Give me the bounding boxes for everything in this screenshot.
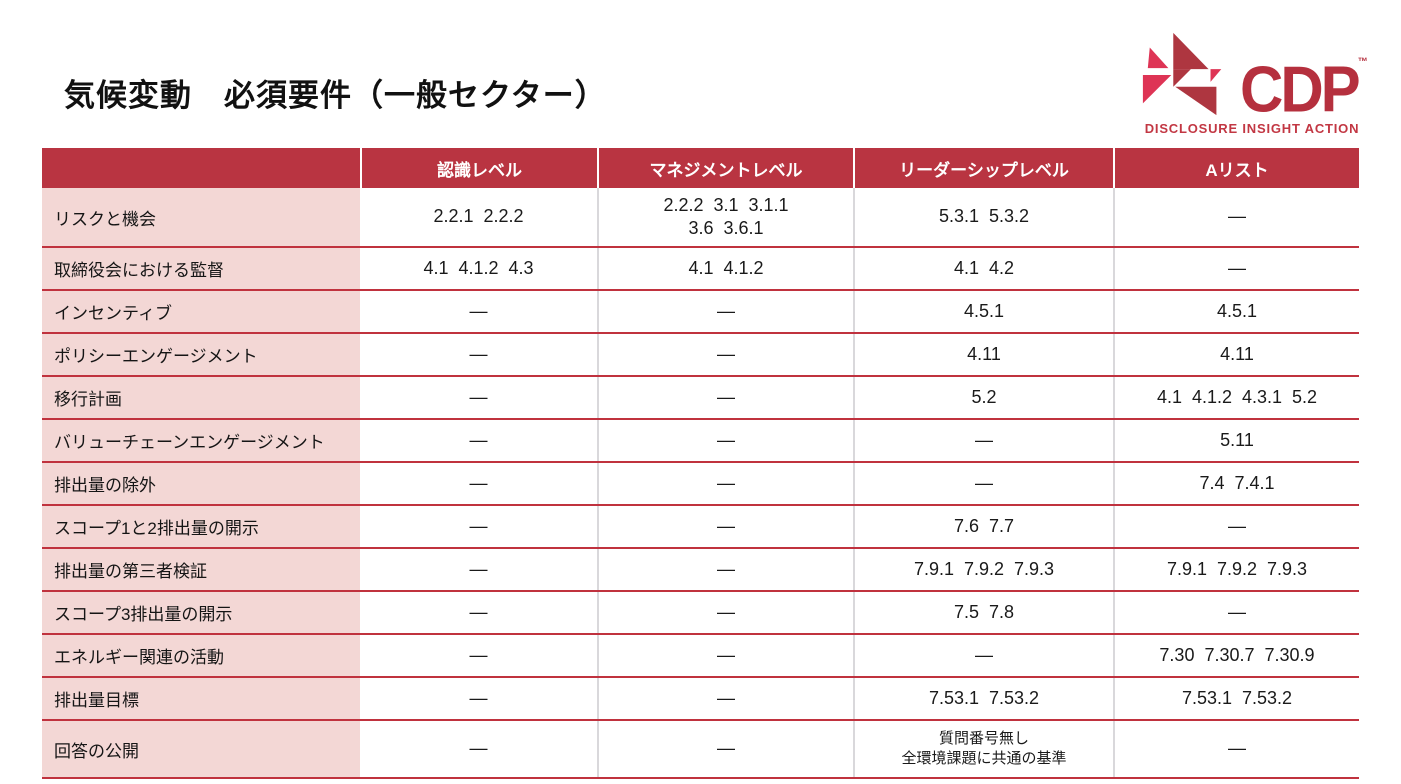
requirement-cell: —	[360, 420, 597, 461]
requirement-cell: —	[1113, 248, 1359, 289]
requirement-cell: —	[360, 291, 597, 332]
column-header-management-level: マネジメントレベル	[597, 148, 853, 188]
table-body: リスクと機会 2.2.1 2.2.2 2.2.2 3.1 3.1.1 3.6 3.6…	[42, 188, 1359, 777]
requirement-cell: 5.11	[1113, 420, 1359, 461]
requirement-cell: —	[853, 463, 1113, 504]
row-label: エネルギー関連の活動	[42, 635, 360, 676]
cdp-tagline: DISCLOSURE INSIGHT ACTION	[1144, 121, 1360, 136]
table-row: 排出量目標 — —7.53.1 7.53.2 7.53.1 7.53.2	[42, 676, 1359, 719]
requirement-cell: —	[360, 678, 597, 719]
requirement-cell: —	[597, 377, 853, 418]
requirement-cell: —	[360, 721, 597, 777]
row-label: 移行計画	[42, 377, 360, 418]
requirement-cell: 4.1 4.2	[853, 248, 1113, 289]
row-label: スコープ1と2排出量の開示	[42, 506, 360, 547]
requirement-cell: —	[597, 721, 853, 777]
requirement-cell: —	[1113, 592, 1359, 633]
requirement-cell: 7.53.1 7.53.2	[853, 678, 1113, 719]
requirement-cell: —	[597, 549, 853, 590]
requirement-cell: 7.30 7.30.7 7.30.9	[1113, 635, 1359, 676]
table-row: エネルギー関連の活動 — — —7.30 7.30.7 7.30.9	[42, 633, 1359, 676]
row-label: 取締役会における監督	[42, 248, 360, 289]
requirement-cell: 7.9.1 7.9.2 7.9.3	[853, 549, 1113, 590]
requirement-cell: —	[597, 678, 853, 719]
column-header-a-list: Aリスト	[1113, 148, 1359, 188]
requirement-cell: 4.1 4.1.2 4.3	[360, 248, 597, 289]
column-header-leadership-level: リーダーシップレベル	[853, 148, 1113, 188]
requirement-cell: 質問番号無し 全環境課題に共通の基準	[853, 721, 1113, 777]
requirement-cell: —	[360, 377, 597, 418]
requirement-cell: —	[360, 592, 597, 633]
column-header-blank	[42, 148, 360, 188]
requirement-cell: —	[1113, 188, 1359, 246]
requirement-cell: 4.5.1	[853, 291, 1113, 332]
page-title: 気候変動 必須要件（一般セクター）	[64, 78, 607, 113]
cdp-logo-top: CDP ™	[1138, 32, 1368, 126]
table-row: スコープ1と2排出量の開示 — —7.6 7.7—	[42, 504, 1359, 547]
table-row: スコープ3排出量の開示 — —7.5 7.8—	[42, 590, 1359, 633]
cdp-wordmark: CDP ™	[1240, 53, 1368, 126]
requirement-cell: —	[597, 291, 853, 332]
requirement-cell: —	[360, 549, 597, 590]
requirement-cell: —	[360, 506, 597, 547]
requirement-cell: —	[597, 420, 853, 461]
requirement-cell: 7.9.1 7.9.2 7.9.3	[1113, 549, 1359, 590]
table-row: 排出量の第三者検証 — —7.9.1 7.9.2 7.9.3 7.9.1 7.9.2 …	[42, 547, 1359, 590]
table-row: インセンティブ — —4.5.1 4.5.1	[42, 289, 1359, 332]
requirement-cell: —	[360, 463, 597, 504]
requirement-cell: —	[853, 420, 1113, 461]
requirement-cell: —	[360, 635, 597, 676]
requirement-cell: 7.6 7.7	[853, 506, 1113, 547]
table-row: ポリシーエンゲージメント — —4.11 4.11	[42, 332, 1359, 375]
row-label: バリューチェーンエンゲージメント	[42, 420, 360, 461]
table-row: リスクと機会 2.2.1 2.2.2 2.2.2 3.1 3.1.1 3.6 3.6…	[42, 188, 1359, 246]
requirement-cell: —	[597, 592, 853, 633]
requirements-table: 認識レベル マネジメントレベル リーダーシップレベル Aリスト リスクと機会 2.…	[42, 148, 1359, 779]
cdp-logo-mark-icon	[1142, 32, 1222, 116]
requirement-cell: 5.3.1 5.3.2	[853, 188, 1113, 246]
cdp-logo: CDP ™ DISCLOSURE INSIGHT ACTION	[1138, 32, 1368, 136]
row-label: 回答の公開	[42, 721, 360, 777]
requirement-cell: —	[1113, 506, 1359, 547]
row-label: インセンティブ	[42, 291, 360, 332]
requirement-cell: 7.5 7.8	[853, 592, 1113, 633]
requirement-cell: 7.53.1 7.53.2	[1113, 678, 1359, 719]
row-label: 排出量の除外	[42, 463, 360, 504]
column-header-recognition-level: 認識レベル	[360, 148, 597, 188]
requirement-cell: —	[597, 463, 853, 504]
row-label: 排出量の第三者検証	[42, 549, 360, 590]
requirement-cell: —	[597, 506, 853, 547]
requirement-cell: 4.1 4.1.2 4.3.1 5.2	[1113, 377, 1359, 418]
requirement-cell: —	[853, 635, 1113, 676]
table-header-row: 認識レベル マネジメントレベル リーダーシップレベル Aリスト	[42, 148, 1359, 188]
requirement-cell: —	[597, 635, 853, 676]
requirement-cell: 7.4 7.4.1	[1113, 463, 1359, 504]
requirement-cell: —	[360, 334, 597, 375]
requirement-cell: 4.1 4.1.2	[597, 248, 853, 289]
requirement-cell: 2.2.1 2.2.2	[360, 188, 597, 246]
requirement-cell: 2.2.2 3.1 3.1.1 3.6 3.6.1	[597, 188, 853, 246]
requirement-cell: 4.5.1	[1113, 291, 1359, 332]
requirement-cell: 4.11	[853, 334, 1113, 375]
table-row: バリューチェーンエンゲージメント — — —5.11	[42, 418, 1359, 461]
row-label: ポリシーエンゲージメント	[42, 334, 360, 375]
table-row: 排出量の除外 — — —7.4 7.4.1	[42, 461, 1359, 504]
requirement-cell: 4.11	[1113, 334, 1359, 375]
row-label: スコープ3排出量の開示	[42, 592, 360, 633]
requirement-cell: —	[1113, 721, 1359, 777]
table-row: 移行計画 — —5.2 4.1 4.1.2 4.3.1 5.2	[42, 375, 1359, 418]
requirement-cell: 5.2	[853, 377, 1113, 418]
requirement-cell: —	[597, 334, 853, 375]
row-label: 排出量目標	[42, 678, 360, 719]
table-row: 取締役会における監督 4.1 4.1.2 4.3 4.1 4.1.2 4.1 4.2—	[42, 246, 1359, 289]
trademark-symbol: ™	[1357, 56, 1368, 69]
table-row: 回答の公開 — — 質問番号無し 全環境課題に共通の基準 —	[42, 719, 1359, 777]
row-label: リスクと機会	[42, 188, 360, 246]
